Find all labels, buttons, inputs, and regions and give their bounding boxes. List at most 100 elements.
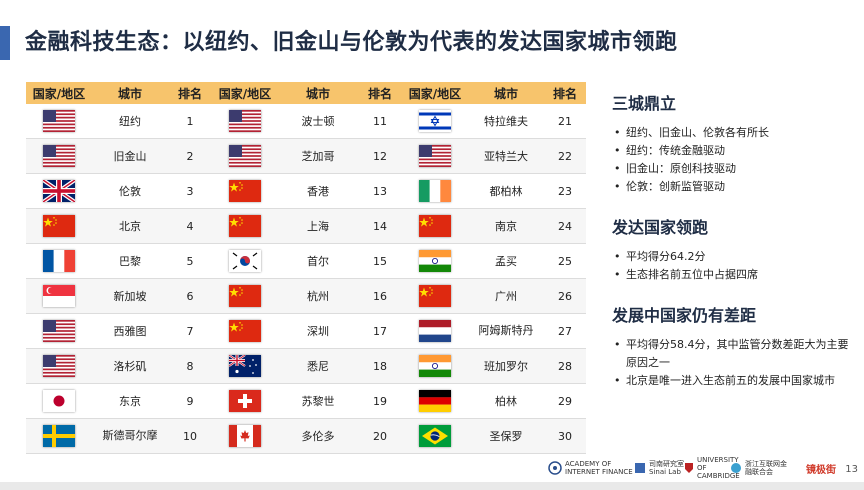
country-cell (212, 104, 278, 139)
rank-cell: 3 (168, 173, 212, 209)
cambridge-logo-text: UNIVERSITY OF CAMBRIDGE (697, 456, 740, 480)
city-cell: 伦敦 (92, 173, 168, 209)
city-cell: 西雅图 (92, 313, 168, 349)
city-cell: 新加坡 (92, 278, 168, 314)
column-header: 排名 (544, 82, 586, 104)
rank-cell: 16 (358, 278, 402, 314)
country-cell (26, 243, 92, 279)
japan-flag-icon (43, 390, 75, 412)
table-row: 斯德哥尔摩 10 多伦多 20 圣保罗 30 (26, 418, 586, 454)
us-flag-icon (43, 145, 75, 167)
bullet-item: 北京是唯一进入生态前五的发展中国家城市 (612, 372, 852, 390)
section-heading: 三城鼎立 (612, 94, 677, 113)
bullet-item: 生态排名前五位中占据四席 (612, 266, 852, 284)
city-cell: 柏林 (468, 383, 544, 419)
rank-cell: 15 (358, 243, 402, 279)
country-cell (402, 208, 468, 244)
page-number: 13 (845, 464, 858, 475)
switzerland-flag-icon (229, 390, 261, 412)
city-cell: 首尔 (278, 243, 358, 279)
country-cell (26, 104, 92, 139)
rank-cell: 30 (544, 418, 586, 454)
city-cell: 南京 (468, 208, 544, 244)
singapore-flag-icon (43, 285, 75, 307)
city-cell: 圣保罗 (468, 418, 544, 454)
city-cell: 巴黎 (92, 243, 168, 279)
country-cell (402, 138, 468, 174)
city-cell: 班加罗尔 (468, 348, 544, 384)
rank-cell: 26 (544, 278, 586, 314)
bullet-list: 纽约、旧金山、伦敦各有所长纽约：传统金融驱动旧金山：原创科技驱动伦敦：创新监管驱… (612, 124, 852, 196)
country-cell (402, 313, 468, 349)
france-flag-icon (43, 250, 75, 272)
rank-cell: 11 (358, 104, 402, 139)
title-accent-bar (0, 26, 10, 60)
country-cell (26, 173, 92, 209)
city-cell: 芝加哥 (278, 138, 358, 174)
table-row: 巴黎 5 首尔 15 孟买 25 (26, 243, 586, 279)
column-header: 城市 (468, 82, 544, 104)
section-heading: 发达国家领跑 (612, 218, 709, 237)
bullet-list: 平均得分64.2分生态排名前五位中占据四席 (612, 248, 852, 284)
china-flag-icon (419, 215, 451, 237)
us-flag-icon (229, 145, 261, 167)
city-cell: 多伦多 (278, 418, 358, 454)
rank-cell: 25 (544, 243, 586, 279)
rank-cell: 12 (358, 138, 402, 174)
table-row: 新加坡 6 杭州 16 广州 26 (26, 278, 586, 314)
brand-logo: 镜极街 (806, 458, 836, 478)
country-cell (212, 173, 278, 209)
zj-association-logo-text: 浙江互联网金融联合会 (745, 460, 787, 476)
sinai-lab-logo-text: 司南研究室 Sinai Lab (649, 460, 684, 476)
bullet-list: 平均得分58.4分，其中监管分数差距大为主要原因之一北京是唯一进入生态前五的发展… (612, 336, 852, 390)
us-flag-icon (43, 110, 75, 132)
city-cell: 孟买 (468, 243, 544, 279)
sweden-flag-icon (43, 425, 75, 447)
city-cell: 东京 (92, 383, 168, 419)
city-cell: 北京 (92, 208, 168, 244)
ranking-table-container: 国家/地区 城市 排名 国家/地区 城市 排名 国家/地区 城市 排名 纽约 1 波士顿 11 特拉维夫… (26, 82, 586, 454)
zju-aif-logo-text: ACADEMY OF INTERNET FINANCE (565, 460, 633, 476)
israel-flag-icon (419, 110, 451, 132)
table-row: 北京 4 上海 14 南京 24 (26, 208, 586, 244)
us-flag-icon (419, 145, 451, 167)
india-flag-icon (419, 250, 451, 272)
summary-panel: 三城鼎立纽约、旧金山、伦敦各有所长纽约：传统金融驱动旧金山：原创科技驱动伦敦：创… (612, 90, 852, 408)
country-cell (212, 383, 278, 419)
country-cell (212, 418, 278, 454)
column-header: 排名 (358, 82, 402, 104)
rank-cell: 28 (544, 348, 586, 384)
australia-flag-icon (229, 355, 261, 377)
china-flag-icon (419, 285, 451, 307)
city-cell: 阿姆斯特丹 (468, 313, 544, 349)
column-header: 国家/地区 (402, 82, 468, 104)
rank-cell: 29 (544, 383, 586, 419)
country-cell (26, 348, 92, 384)
column-header: 城市 (92, 82, 168, 104)
rank-cell: 14 (358, 208, 402, 244)
city-cell: 香港 (278, 173, 358, 209)
column-header: 排名 (168, 82, 212, 104)
country-cell (402, 173, 468, 209)
rank-cell: 19 (358, 383, 402, 419)
country-cell (212, 278, 278, 314)
column-header: 城市 (278, 82, 358, 104)
us-flag-icon (43, 355, 75, 377)
table-row: 洛杉矶 8 悉尼 18 班加罗尔 28 (26, 348, 586, 384)
rank-cell: 24 (544, 208, 586, 244)
rank-cell: 5 (168, 243, 212, 279)
table-row: 伦敦 3 香港 13 都柏林 23 (26, 173, 586, 209)
rank-cell: 6 (168, 278, 212, 314)
country-cell (26, 313, 92, 349)
rank-cell: 8 (168, 348, 212, 384)
zj-association-logo: 浙江互联网金融联合会 (730, 458, 793, 478)
city-cell: 纽约 (92, 104, 168, 139)
bullet-item: 旧金山：原创科技驱动 (612, 160, 852, 178)
us-flag-icon (229, 110, 261, 132)
country-cell (26, 138, 92, 174)
netherlands-flag-icon (419, 320, 451, 342)
city-cell: 特拉维夫 (468, 104, 544, 139)
china-flag-icon (43, 215, 75, 237)
zju-aif-logo: ACADEMY OF INTERNET FINANCE (548, 458, 635, 478)
rank-cell: 1 (168, 104, 212, 139)
